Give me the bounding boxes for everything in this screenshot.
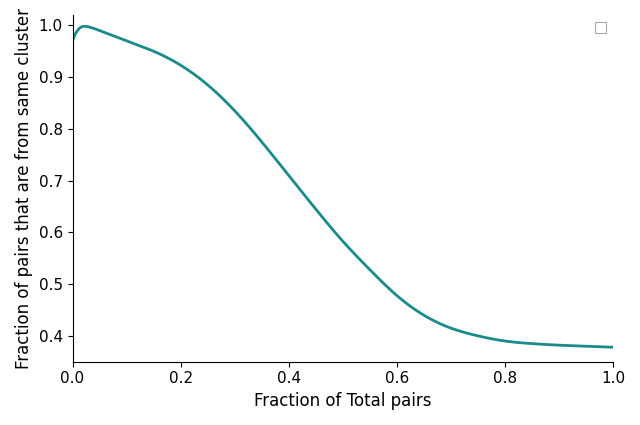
Y-axis label: Fraction of pairs that are from same cluster: Fraction of pairs that are from same clu… <box>15 8 33 369</box>
Legend:  <box>595 22 606 33</box>
X-axis label: Fraction of Total pairs: Fraction of Total pairs <box>254 392 431 410</box>
